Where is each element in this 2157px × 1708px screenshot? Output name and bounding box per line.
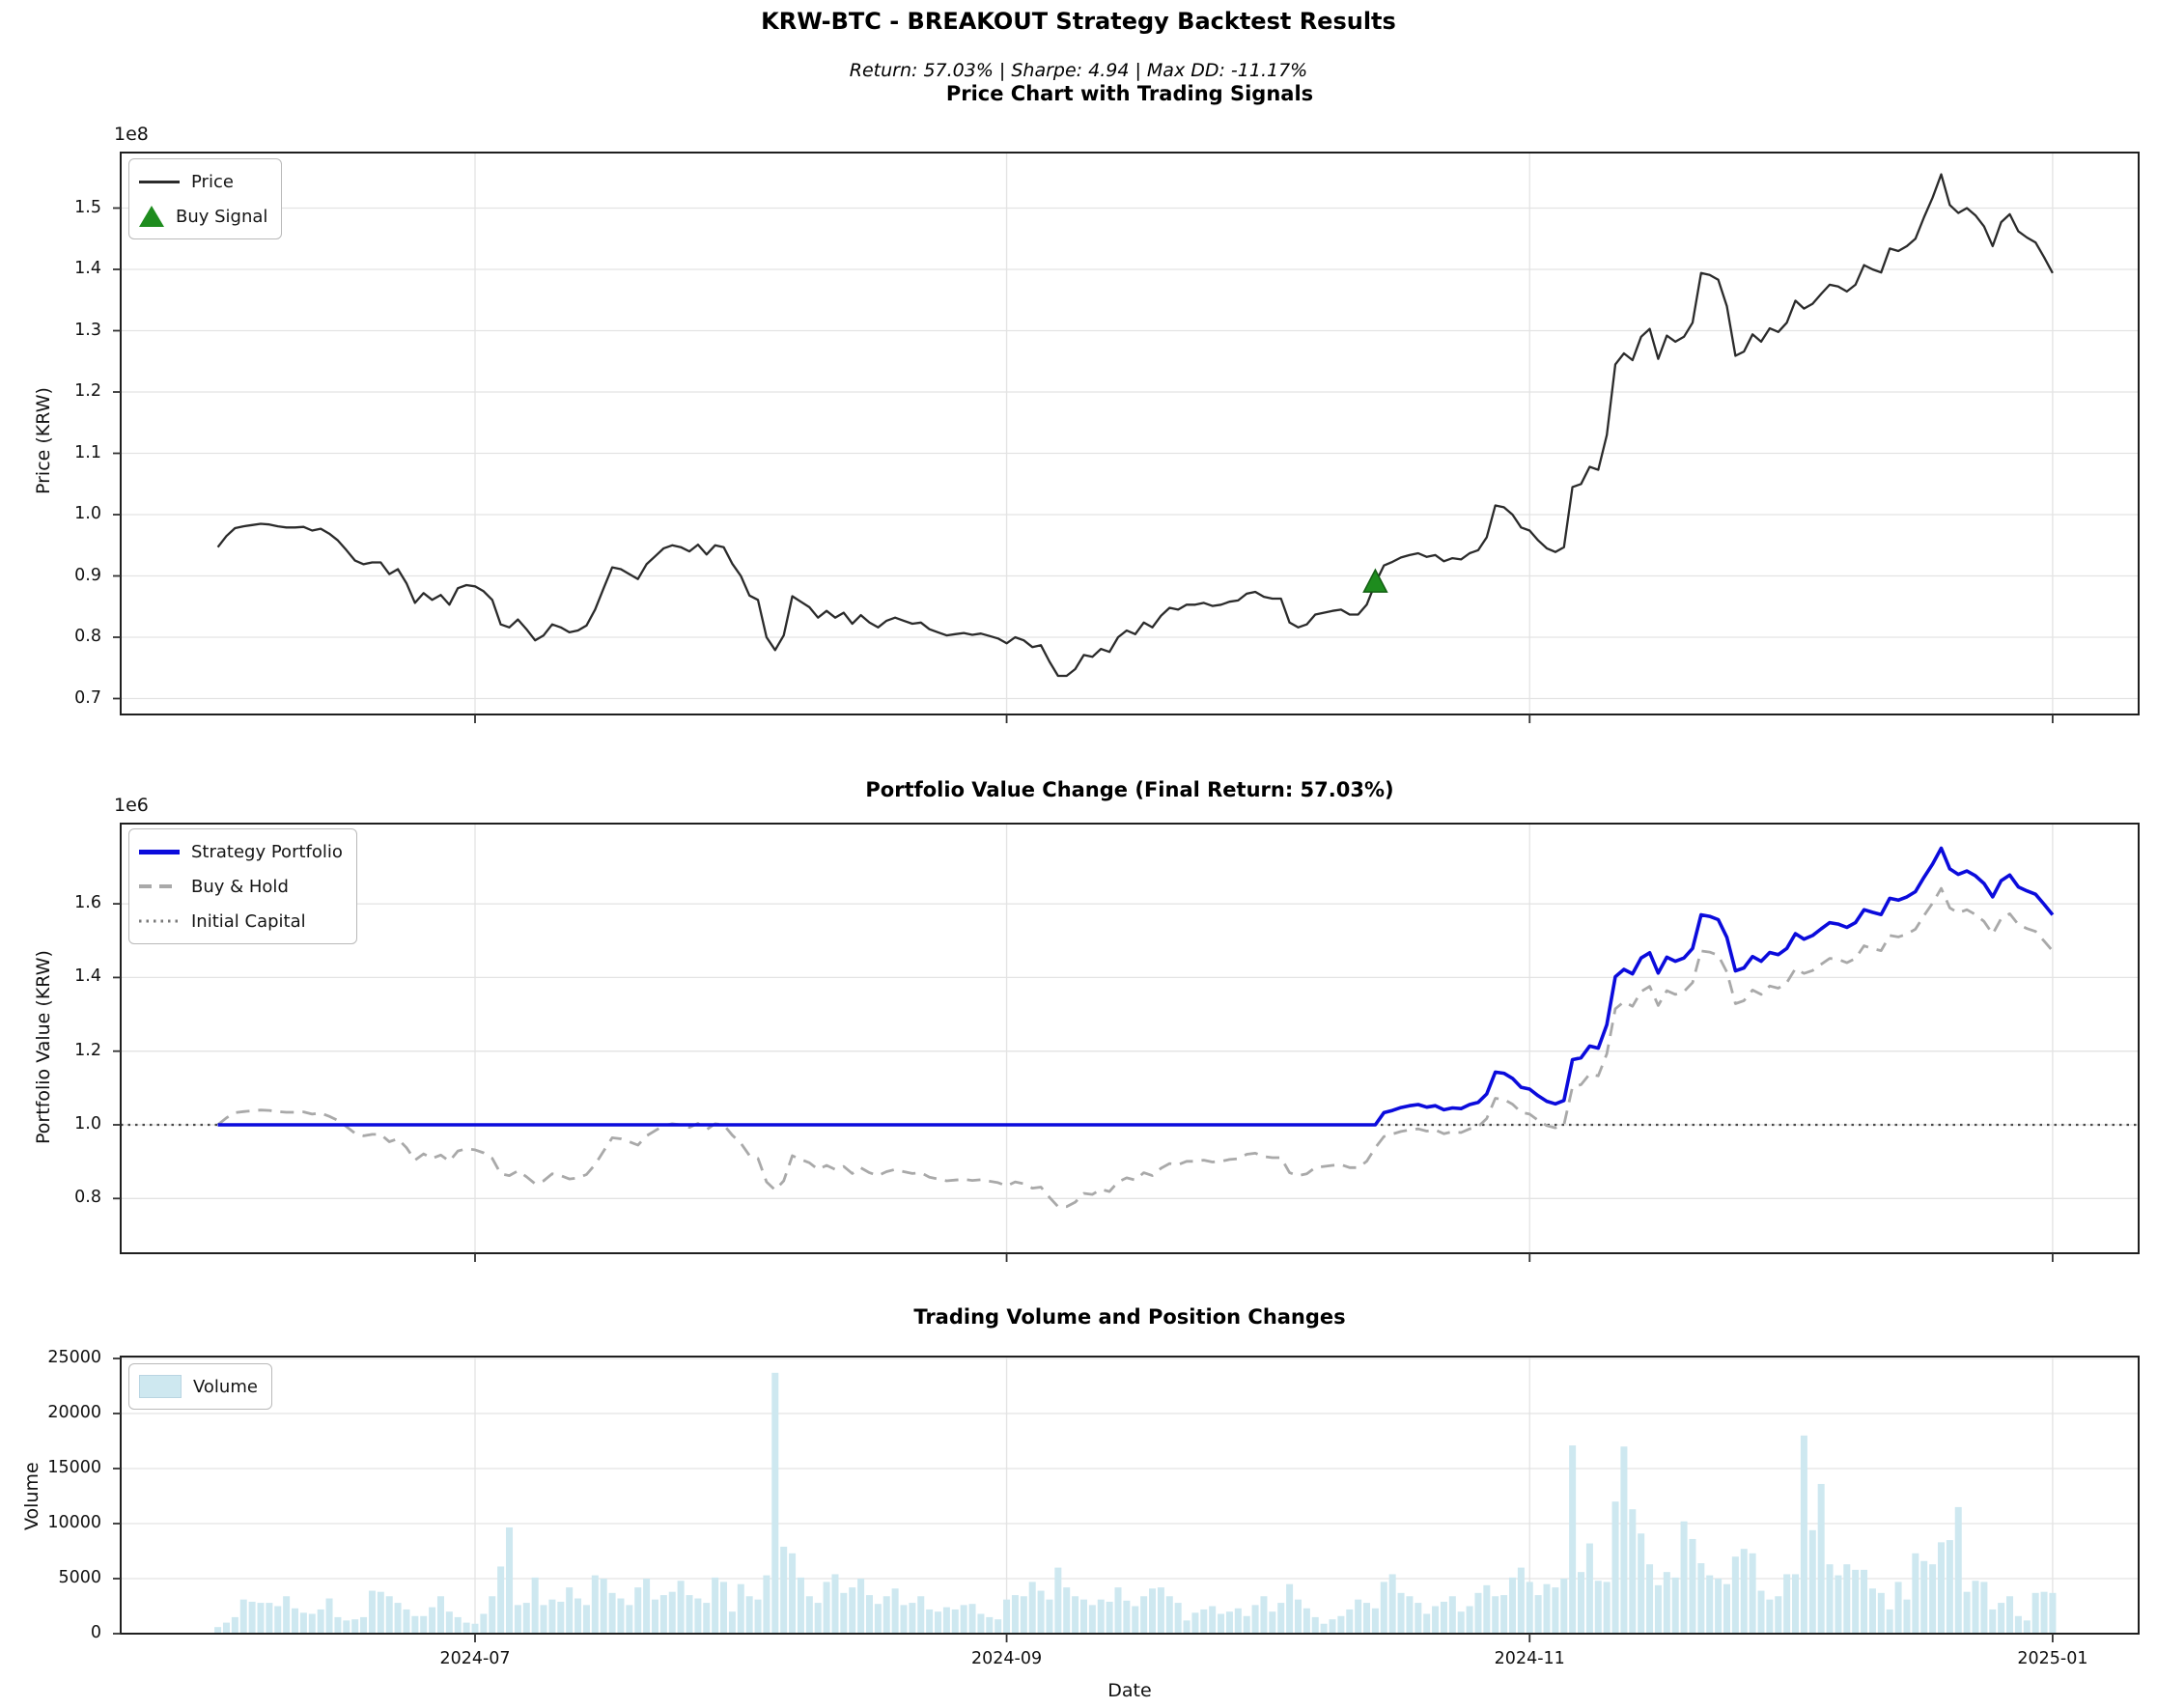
x-axis-label: Date	[1107, 1680, 1152, 1701]
price-line-icon	[139, 180, 180, 183]
price-chart-legend: Price Buy Signal	[128, 158, 283, 239]
y-tick-label: 0	[90, 1623, 101, 1642]
x-tick-label: 2024-09	[970, 1649, 1043, 1668]
y-tick-label: 1.4	[74, 966, 101, 987]
y-tick-label: 1.2	[74, 1040, 101, 1060]
y-tick-label: 1.0	[74, 1114, 101, 1134]
y-tick-label: 1.4	[74, 259, 101, 278]
y-tick-label: 1.0	[74, 504, 101, 523]
y-tick-label: 0.7	[74, 687, 101, 708]
x-tick-label: 2024-07	[439, 1649, 511, 1668]
legend-label: Buy & Hold	[191, 876, 289, 897]
legend-item-buy-hold: Buy & Hold	[139, 872, 343, 901]
legend-label: Volume	[193, 1376, 258, 1397]
legend-label: Strategy Portfolio	[191, 841, 343, 862]
portfolio-chart-legend: Strategy Portfolio Buy & Hold Initial Ca…	[128, 828, 357, 944]
buy-signal-triangle-icon	[139, 206, 164, 227]
portfolio-chart-title: Portfolio Value Change (Final Return: 57…	[865, 778, 1394, 801]
y-tick-label: 10000	[47, 1512, 101, 1532]
y-tick-label: 0.8	[74, 1188, 101, 1208]
x-tick-label: 2025-01	[2017, 1649, 2088, 1668]
y-tick-label: 1.1	[74, 442, 101, 462]
legend-item-initial-capital: Initial Capital	[139, 907, 343, 936]
y-tick-label: 15000	[47, 1457, 101, 1477]
legend-item-buy-signal: Buy Signal	[139, 202, 267, 231]
volume-chart-title: Trading Volume and Position Changes	[913, 1305, 1346, 1329]
y-tick-label: 5000	[58, 1567, 101, 1587]
price-axis-offset-text: 1e8	[114, 124, 149, 145]
x-tick-label: 2024-11	[1494, 1649, 1565, 1668]
volume-patch-icon	[139, 1375, 182, 1398]
dotted-line-icon	[139, 919, 180, 923]
dashed-line-icon	[139, 884, 180, 888]
volume-chart-legend: Volume	[128, 1363, 272, 1410]
legend-label: Initial Capital	[191, 910, 306, 932]
legend-item-volume: Volume	[139, 1372, 258, 1401]
legend-item-strategy-portfolio: Strategy Portfolio	[139, 837, 343, 866]
y-tick-label: 1.3	[74, 320, 101, 340]
price-chart-title: Price Chart with Trading Signals	[945, 82, 1314, 105]
y-tick-label: 20000	[47, 1402, 101, 1422]
legend-label: Buy Signal	[176, 206, 268, 227]
y-tick-label: 1.5	[74, 197, 101, 217]
page-subtitle: Return: 57.03% | Sharpe: 4.94 | Max DD: …	[849, 60, 1308, 81]
portfolio-axis-offset-text: 1e6	[114, 795, 149, 816]
y-tick-label: 0.8	[74, 627, 101, 646]
y-tick-label: 25000	[47, 1347, 101, 1367]
y-tick-label: 0.9	[74, 565, 101, 585]
strategy-line-icon	[139, 849, 180, 854]
y-tick-label: 1.6	[74, 893, 101, 913]
y-tick-label: 1.2	[74, 381, 101, 401]
page-title: KRW-BTC - BREAKOUT Strategy Backtest Res…	[761, 8, 1396, 35]
legend-item-price: Price	[139, 167, 267, 196]
legend-label: Price	[191, 171, 234, 192]
